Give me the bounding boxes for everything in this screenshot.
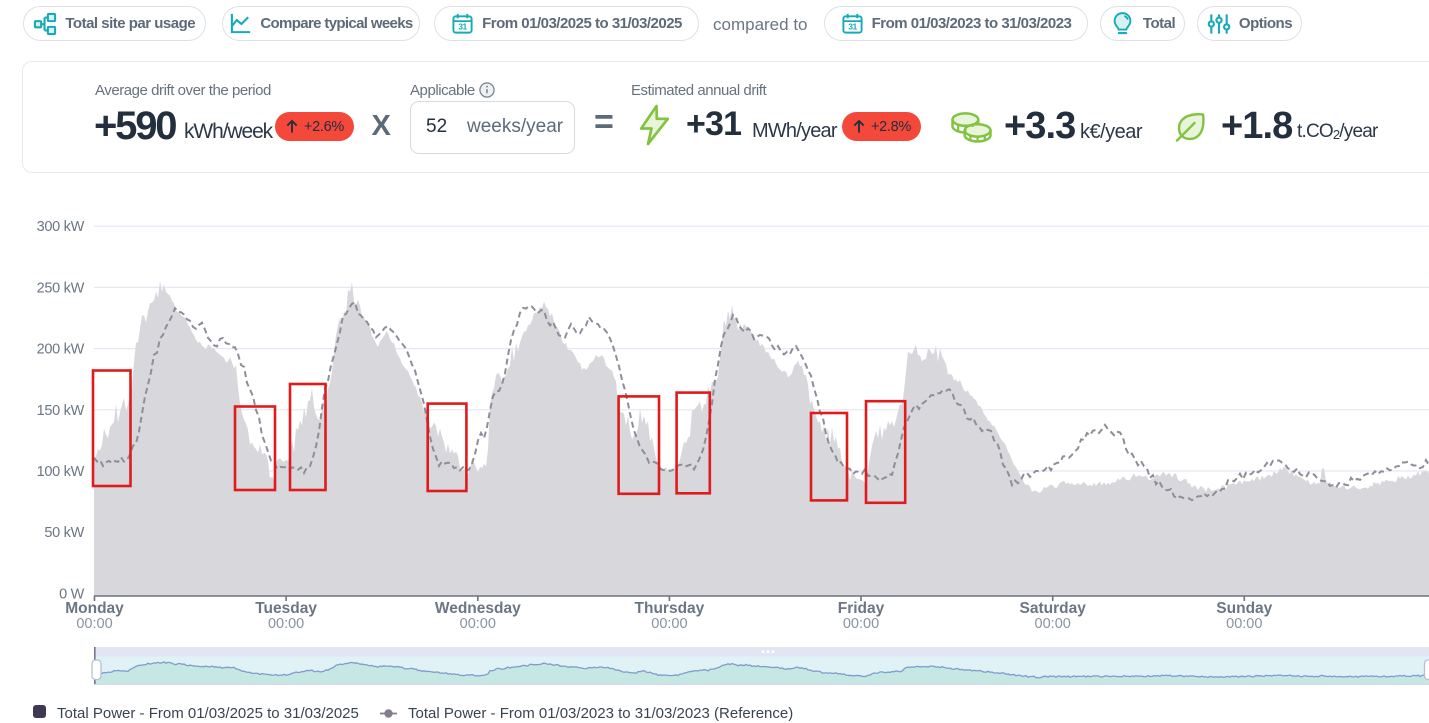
svg-text:150 kW: 150 kW [37,403,85,419]
svg-text:00:00: 00:00 [1226,616,1262,632]
svg-text:300 kW: 300 kW [37,219,85,235]
svg-text:Tuesday: Tuesday [255,600,317,617]
svg-text:0 W: 0 W [59,586,84,602]
svg-text:200 kW: 200 kW [37,342,85,358]
svg-text:31: 31 [848,22,857,32]
svg-text:50 kW: 50 kW [44,525,84,541]
svg-text:Thursday: Thursday [635,600,705,617]
svg-text:Sunday: Sunday [1216,600,1272,617]
svg-text:250 kW: 250 kW [37,280,85,296]
svg-text:Wednesday: Wednesday [435,600,521,617]
svg-text:00:00: 00:00 [460,616,496,632]
svg-text:Monday: Monday [65,600,124,617]
svg-text:Friday: Friday [838,600,885,617]
svg-text:31: 31 [458,22,467,32]
svg-text:00:00: 00:00 [76,616,112,632]
svg-text:00:00: 00:00 [268,616,304,632]
svg-text:00:00: 00:00 [843,616,879,632]
svg-text:00:00: 00:00 [651,616,687,632]
svg-text:100 kW: 100 kW [37,464,85,480]
svg-text:Saturday: Saturday [1020,600,1087,617]
svg-text:00:00: 00:00 [1035,616,1071,632]
